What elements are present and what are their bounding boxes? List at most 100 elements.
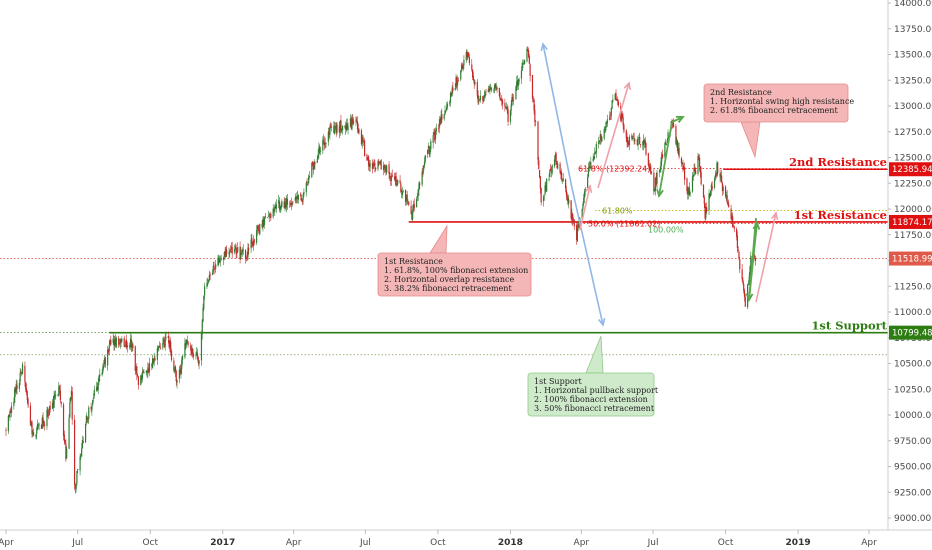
- candle-body: [236, 252, 238, 254]
- callout-line: 1. 61.8%, 100% fibonacci extension: [384, 266, 528, 275]
- candle-body: [179, 369, 181, 374]
- candle-body: [364, 140, 366, 157]
- candle-body: [516, 80, 519, 86]
- candle-body: [66, 449, 68, 459]
- candle-body: [527, 49, 529, 51]
- candle-body: [372, 163, 374, 169]
- price-tag-bg: [889, 214, 932, 229]
- callout-tail-mask: [705, 84, 847, 86]
- candle-body: [526, 48, 528, 62]
- candle-body: [698, 157, 701, 168]
- candle-body: [496, 87, 498, 90]
- candle-body: [648, 165, 650, 169]
- candle-body: [190, 346, 192, 356]
- candle-body: [461, 64, 463, 69]
- candle-body: [165, 336, 167, 338]
- candle-body: [323, 139, 325, 141]
- candle-body: [26, 391, 28, 400]
- candle-body: [479, 95, 482, 101]
- candle-body: [628, 136, 631, 146]
- candle-body: [37, 424, 39, 426]
- green-arrow-left: [658, 121, 673, 197]
- callout-line: 1st Support: [534, 377, 582, 386]
- y-tick-label: 12250.00: [894, 179, 932, 189]
- candle-body: [694, 167, 696, 171]
- candle-body: [40, 424, 43, 429]
- candle-body: [560, 171, 562, 175]
- fib-label: 100.00%: [648, 226, 684, 235]
- candle-body: [185, 339, 188, 346]
- candle-body: [192, 354, 195, 357]
- candle-body: [644, 139, 646, 143]
- candle-body: [678, 148, 680, 157]
- candle-body: [485, 90, 487, 92]
- candle-body: [71, 391, 73, 420]
- candle-body: [395, 176, 397, 185]
- annotation-layer: 61.8% (12392.24) 50.0% (11861.02) 61.80% 10…: [540, 42, 779, 327]
- candle-body: [32, 432, 35, 436]
- y-tick-label: 11000.00: [894, 308, 932, 318]
- candle-body: [154, 358, 156, 361]
- candle-body: [654, 189, 656, 192]
- candle-body: [676, 140, 679, 152]
- candle-body: [186, 340, 188, 342]
- candle-body: [411, 213, 413, 220]
- candle-body: [520, 70, 523, 79]
- x-tick-label: Oct: [142, 538, 158, 548]
- candle-body: [234, 246, 236, 249]
- candle-body: [258, 229, 260, 234]
- candle-body: [507, 109, 509, 122]
- candle-body: [533, 99, 535, 111]
- candle-body: [270, 213, 272, 219]
- candle-body: [412, 204, 415, 211]
- candle-body: [289, 203, 292, 205]
- candle-body: [721, 175, 723, 183]
- candle-body: [371, 163, 374, 169]
- candle-body: [522, 63, 524, 65]
- candle-body: [666, 140, 668, 143]
- candle-body: [230, 249, 232, 251]
- candle-body: [109, 339, 111, 345]
- candle-body: [446, 103, 448, 108]
- candle-body: [532, 98, 534, 100]
- candle-body: [125, 340, 128, 348]
- candle-body: [242, 249, 244, 251]
- candle-body: [225, 249, 227, 257]
- x-tick-label: Oct: [718, 538, 734, 548]
- candle-body: [576, 227, 579, 242]
- candle-body: [192, 348, 194, 357]
- candle-body: [661, 153, 663, 162]
- candle-body: [103, 358, 106, 365]
- candle-body: [474, 82, 476, 84]
- candle-body: [21, 364, 24, 374]
- candle-body: [467, 53, 469, 58]
- candle-body: [472, 75, 474, 80]
- candle-body: [672, 123, 675, 128]
- candle-body: [728, 204, 730, 208]
- candle-body: [263, 217, 266, 226]
- candle-body: [730, 208, 732, 219]
- candle-body: [110, 339, 112, 345]
- candle-body: [545, 184, 547, 191]
- candle-body: [272, 208, 274, 217]
- candle-body: [553, 159, 556, 167]
- candle-body: [633, 138, 635, 142]
- candle-body: [565, 189, 567, 195]
- candle-body: [222, 257, 225, 260]
- candle-body: [311, 162, 313, 177]
- candle-body: [322, 139, 324, 151]
- candle-body: [406, 194, 408, 202]
- candle-body: [754, 256, 756, 258]
- y-tick-label: 12000.00: [894, 205, 932, 215]
- candle-body: [605, 122, 608, 126]
- candle-body: [535, 121, 537, 122]
- candle-body: [609, 116, 611, 121]
- candle-body: [494, 84, 496, 90]
- candle-body: [69, 402, 71, 418]
- candle-body: [14, 388, 16, 403]
- candle-body: [578, 224, 580, 226]
- candle-body: [278, 200, 280, 204]
- candle-body: [308, 175, 311, 178]
